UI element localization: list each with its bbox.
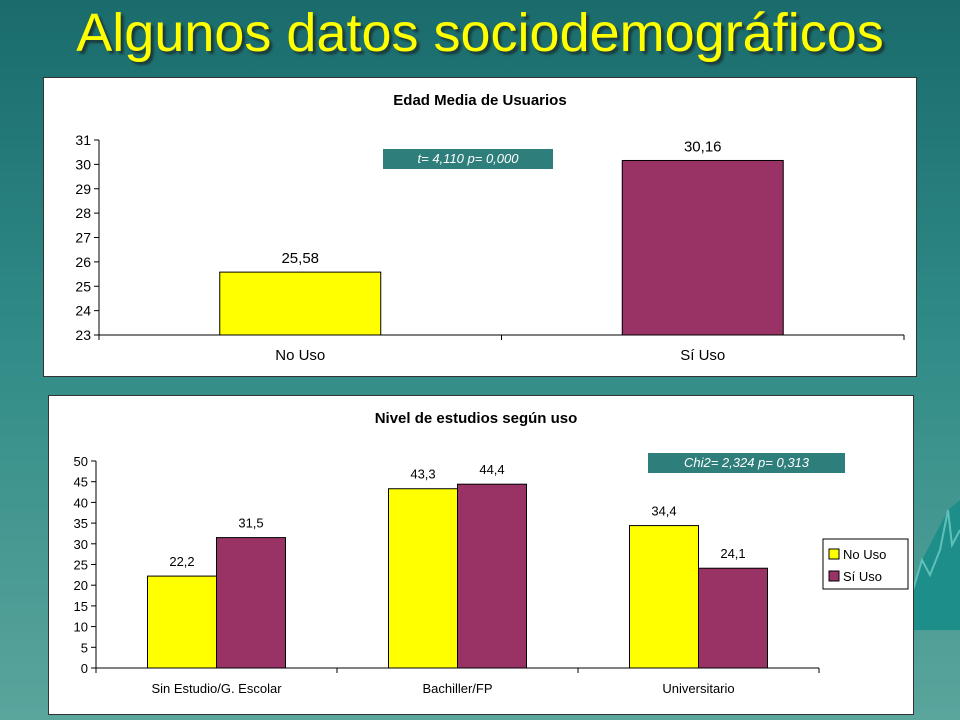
chart-nivel-estudios: Nivel de estudios según uso 0 5 10 15 20 25 30 3… (74, 410, 909, 696)
y-tick-label: 40 (74, 495, 88, 510)
bar (219, 271, 382, 336)
y-tick-label: 10 (74, 620, 88, 635)
bar (216, 537, 286, 669)
stat-annotation-chi2: Chi2= 2,324 p= 0,313 (648, 453, 845, 473)
bar (147, 575, 217, 669)
y-tick-label: 0 (81, 661, 88, 676)
y-tick-label: 25 (75, 278, 91, 294)
y-tick-label: 27 (75, 230, 91, 246)
y-tick-label: 23 (75, 327, 91, 343)
mountain-decoration (900, 500, 960, 630)
y-tick-label: 30 (74, 537, 88, 552)
data-label: 22,2 (169, 554, 194, 569)
data-label: 31,5 (238, 516, 263, 531)
y-tick-label: 26 (75, 254, 91, 270)
y-tick-label: 5 (81, 640, 88, 655)
data-label: 43,3 (410, 467, 435, 482)
y-tick-label: 31 (75, 132, 91, 148)
x-category-label: Sin Estudio/G. Escolar (151, 681, 282, 696)
legend-swatch (828, 570, 840, 582)
y-tick-label: 20 (74, 578, 88, 593)
x-category-label: Sí Uso (680, 347, 725, 364)
y-tick-label: 35 (74, 516, 88, 531)
data-label: 25,58 (281, 250, 319, 267)
legend-swatch (828, 548, 840, 560)
y-tick-label: 15 (74, 599, 88, 614)
legend-label: No Uso (843, 547, 886, 562)
chart-title: Nivel de estudios según uso (375, 410, 578, 427)
bar (698, 567, 768, 669)
y-tick-label: 25 (74, 558, 88, 573)
x-category-label: Universitario (662, 681, 734, 696)
bar (457, 483, 527, 669)
y-tick-label: 24 (75, 303, 91, 319)
data-label: 24,1 (720, 546, 745, 561)
y-tick-label: 29 (75, 181, 91, 197)
bar (388, 488, 458, 669)
y-tick-label: 45 (74, 475, 88, 490)
data-label: 30,16 (684, 138, 722, 155)
legend-label: Sí Uso (843, 569, 882, 584)
x-category-label: No Uso (275, 347, 325, 364)
chart-panel-estudios: Nivel de estudios según uso 0 5 10 15 20 25 30 3… (48, 395, 914, 715)
y-tick-label: 30 (75, 156, 91, 172)
bar (621, 159, 784, 336)
data-label: 34,4 (651, 504, 676, 519)
chart-title: Edad Media de Usuarios (393, 92, 566, 109)
data-label: 44,4 (479, 462, 504, 477)
y-tick-label: 50 (74, 454, 88, 469)
y-tick-label: 28 (75, 205, 91, 221)
bar (629, 525, 699, 669)
stat-annotation-t: t= 4,110 p= 0,000 (383, 149, 553, 169)
x-category-label: Bachiller/FP (422, 681, 492, 696)
slide-title: Algunos datos sociodemográficos (76, 3, 884, 63)
chart-edad-media: Edad Media de Usuarios 23 24 25 26 27 28 29 30 31… (75, 92, 905, 364)
legend-box (822, 538, 909, 590)
chart-panel-edad: Edad Media de Usuarios 23 24 25 26 27 28 29 30 31… (43, 77, 917, 377)
